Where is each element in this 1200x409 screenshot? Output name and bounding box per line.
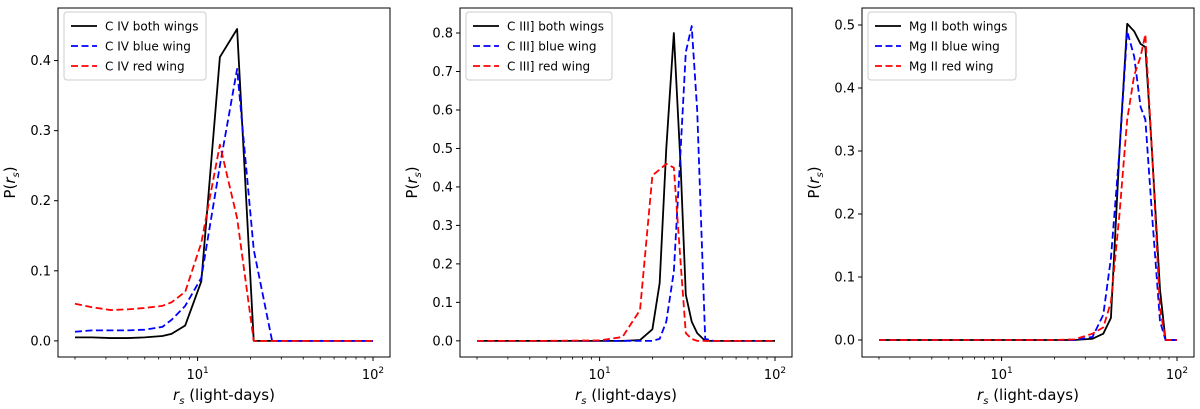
chart-panel-3: 0.0 0.1 0.2 0.3 0.4 0.5 101 102 rs (light-days) P… (805, 7, 1195, 407)
y-tick-label: 0.4 (432, 180, 453, 195)
chart-panel-1: 0.0 0.1 0.2 0.3 0.4 101 102 rs (light-days) P(rs… (1, 7, 391, 407)
legend: C IV both wings C IV blue wing C IV red wi… (63, 11, 207, 81)
y-tick-label: 0.3 (30, 124, 51, 139)
y-tick-label: 0.8 (432, 27, 453, 42)
y-tick-label: 0.0 (432, 334, 453, 349)
y-tick-label: 0.0 (30, 334, 51, 349)
y-tick-label: 0.1 (834, 270, 855, 285)
y-tick-label: 0.4 (30, 54, 51, 69)
y-axis-label: P(rs) (403, 166, 424, 198)
x-tick-label: 101 (588, 366, 610, 383)
y-tick-label: 0.1 (30, 264, 51, 279)
y-tick-label: 0.2 (30, 194, 51, 209)
x-tick-label: 102 (764, 366, 786, 383)
legend-label: Mg II blue wing (909, 40, 1000, 54)
y-axis-label: P(rs) (1, 166, 22, 198)
y-tick-label: 0.7 (432, 65, 453, 80)
series-line-3 (74, 143, 373, 342)
legend-frame (63, 11, 207, 81)
legend-label: C III] red wing (507, 60, 590, 74)
x-tick-label: 101 (186, 366, 208, 383)
axes-frame (459, 7, 793, 358)
y-tick-label: 0.4 (834, 82, 855, 97)
legend-frame (465, 11, 613, 81)
series-line-2 (477, 25, 775, 342)
y-tick-label: 0.3 (834, 145, 855, 160)
legend-label: C III] both wings (507, 20, 604, 34)
y-tick-label: 0.3 (432, 219, 453, 234)
y-tick-label: 0.2 (834, 207, 855, 222)
y-axis-label: P(rs) (805, 166, 826, 198)
legend-label: C IV blue wing (105, 40, 191, 54)
series-line-3 (879, 33, 1177, 341)
x-tick-label: 101 (990, 366, 1012, 383)
legend-label: C IV both wings (105, 20, 198, 34)
legend-frame (867, 11, 1017, 81)
y-tick-label: 0.6 (432, 103, 453, 118)
y-tick-label: 0.5 (834, 19, 855, 34)
chart-panel-2: 0.0 0.1 0.2 0.3 0.4 0.5 0.6 0.7 0.8 101 102 rs (lig… (403, 7, 793, 407)
y-tick-label: 0.5 (432, 142, 453, 157)
series-line-2 (74, 68, 373, 342)
y-tick-label: 0.1 (432, 296, 453, 311)
legend-label: Mg II red wing (909, 60, 994, 74)
legend: Mg II both wings Mg II blue wing Mg II red… (867, 11, 1017, 81)
legend-label: C IV red wing (105, 60, 185, 74)
axes-frame (57, 7, 391, 358)
y-tick-label: 0.2 (432, 257, 453, 272)
x-tick-label: 102 (362, 366, 384, 383)
x-axis-label: rs (light-days) (173, 386, 275, 407)
x-tick-label: 102 (1166, 366, 1188, 383)
x-axis-label: rs (light-days) (977, 386, 1079, 407)
legend: C III] both wings C III] blue wing C III] … (465, 11, 613, 81)
x-axis-label: rs (light-days) (575, 386, 677, 407)
series-line-3 (477, 162, 775, 342)
axes-frame (861, 7, 1195, 358)
y-tick-label: 0.0 (834, 333, 855, 348)
legend-label: C III] blue wing (507, 40, 596, 54)
legend-label: Mg II both wings (909, 20, 1007, 34)
